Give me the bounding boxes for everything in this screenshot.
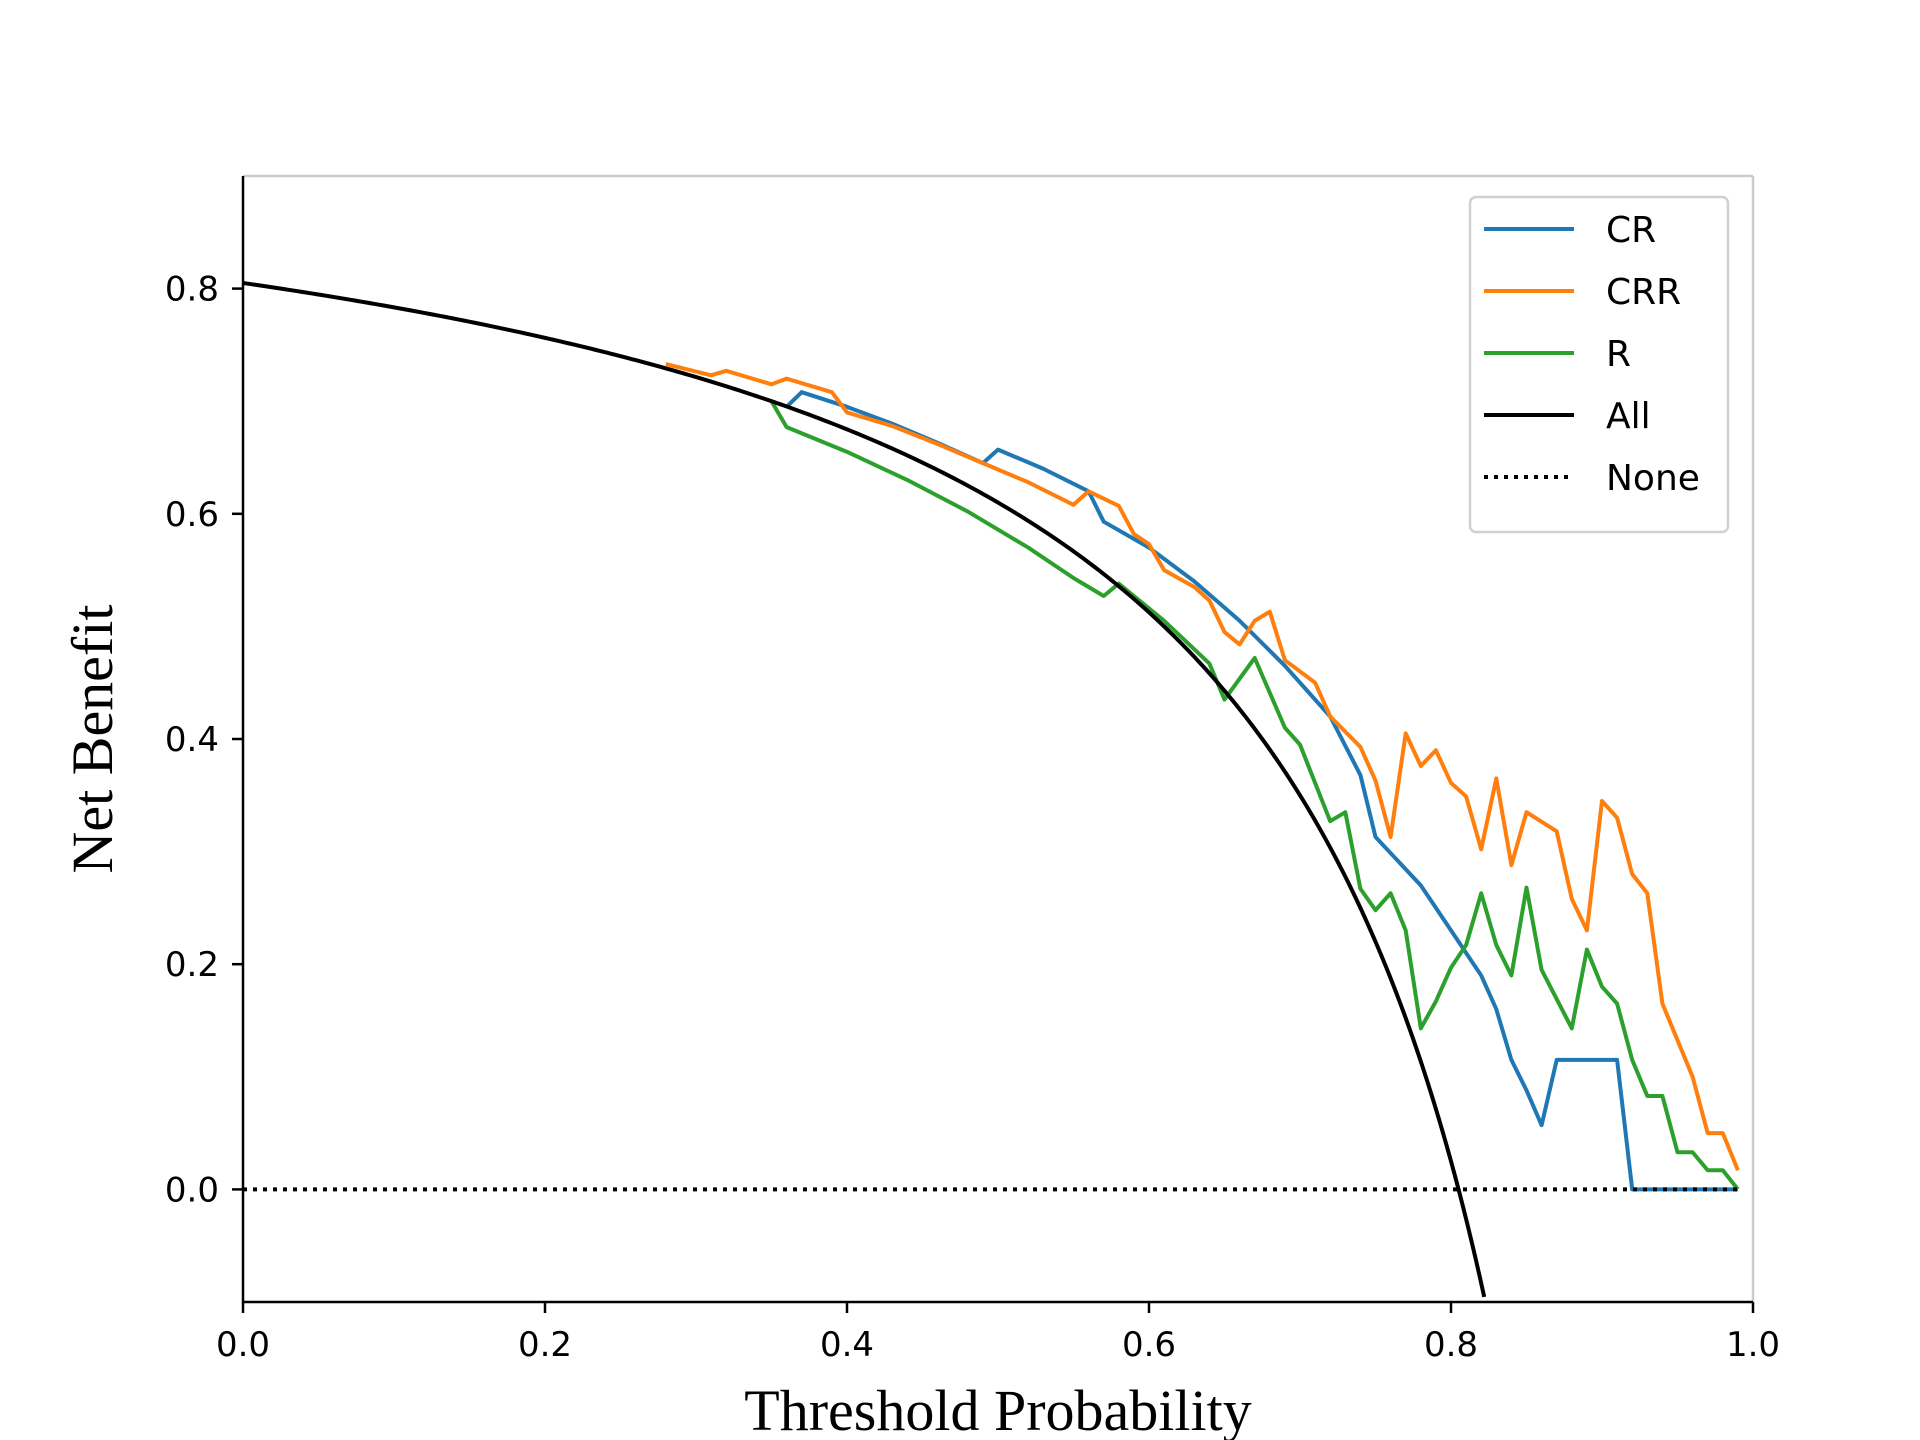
legend-label-crr: CRR [1606, 272, 1681, 313]
y-tick-label: 0.4 [165, 720, 219, 760]
y-tick-label: 0.8 [165, 270, 219, 310]
x-tick-label: 1.0 [1726, 1325, 1780, 1365]
y-tick-label: 0.0 [165, 1170, 219, 1210]
legend-box [1468, 195, 1730, 534]
ticks-layer: 0.0 0.2 0.4 0.6 0.8 1.0 0.0 0.2 0.4 0.6 0.8 [165, 270, 1780, 1365]
x-tick-label: 0.0 [216, 1325, 270, 1365]
series-layer [243, 280, 1740, 1298]
y-axis-label: Net Benefit [60, 605, 125, 874]
series-line-all [243, 280, 1487, 1298]
x-tick-label: 0.2 [518, 1325, 572, 1365]
x-tick-label: 0.6 [1122, 1325, 1176, 1365]
y-tick-label: 0.2 [165, 945, 219, 985]
x-tick-label: 0.8 [1424, 1325, 1478, 1365]
x-tick-label: 0.4 [820, 1325, 874, 1365]
x-axis-label: Threshold Probability [744, 1378, 1251, 1440]
series-line-crr [665, 362, 1740, 1172]
legend: CR CRR R All None [1468, 195, 1730, 534]
legend-label-r: R [1606, 334, 1631, 375]
legend-label-none: None [1606, 458, 1700, 499]
legend-label-cr: CR [1606, 210, 1656, 251]
series-line-r [769, 400, 1740, 1191]
y-tick-label: 0.6 [165, 495, 219, 535]
legend-label-all: All [1606, 396, 1651, 437]
